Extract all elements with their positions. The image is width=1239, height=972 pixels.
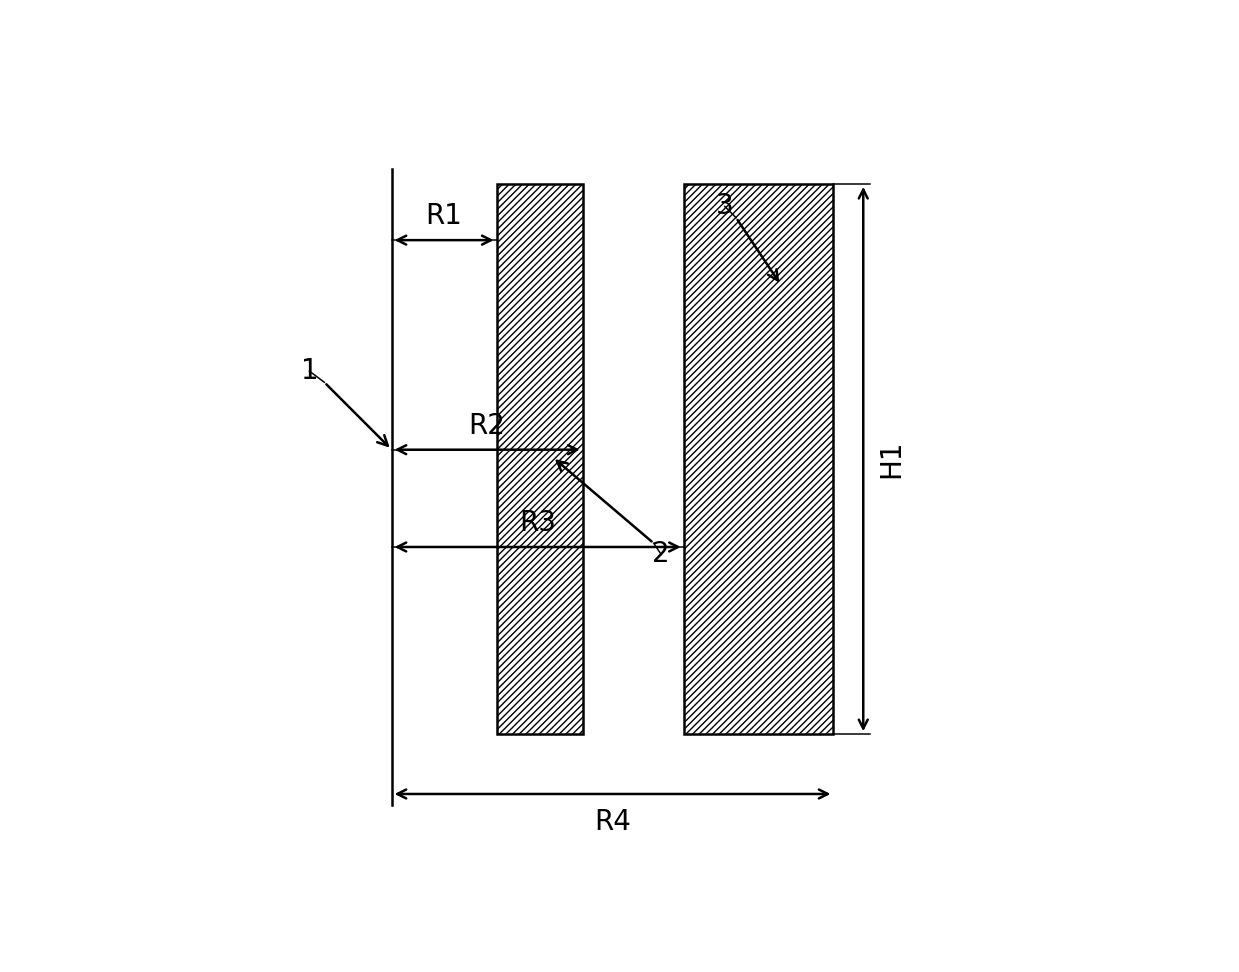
Bar xyxy=(684,184,834,734)
Bar xyxy=(497,184,582,734)
Text: R2: R2 xyxy=(468,412,506,439)
Text: H1: H1 xyxy=(877,439,906,478)
Text: 3: 3 xyxy=(716,192,733,221)
Text: 2: 2 xyxy=(653,540,670,569)
Text: R1: R1 xyxy=(426,202,462,230)
Text: R4: R4 xyxy=(593,809,631,837)
Text: R3: R3 xyxy=(519,509,556,538)
Text: 1: 1 xyxy=(301,357,318,385)
Bar xyxy=(684,184,834,734)
Bar xyxy=(497,184,582,734)
